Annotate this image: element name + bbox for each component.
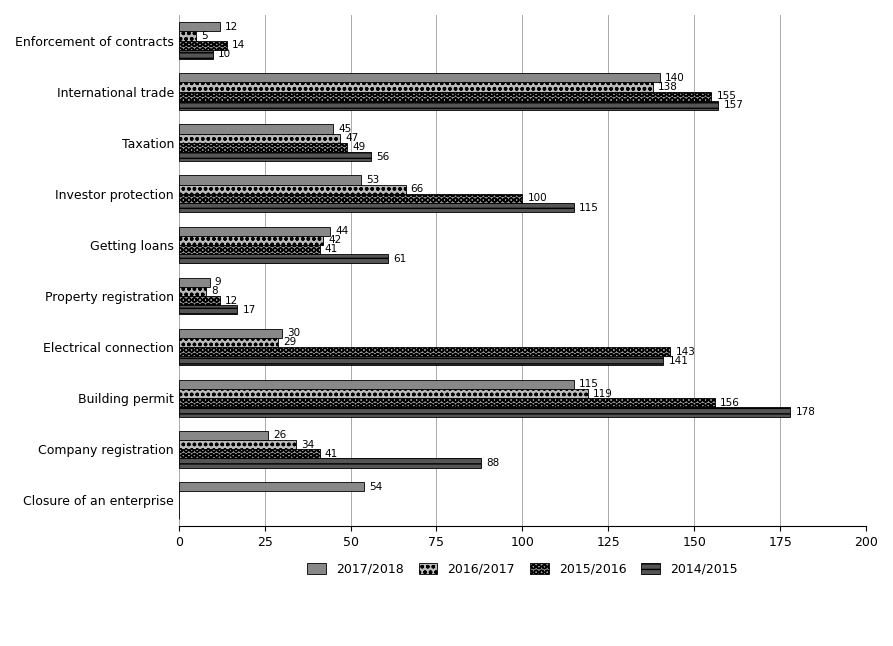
Bar [179,143,347,152]
Text: 178: 178 [796,407,815,417]
Bar [179,236,323,245]
Text: 140: 140 [665,73,685,83]
Text: 61: 61 [394,254,407,264]
Text: 157: 157 [723,100,743,110]
Text: 66: 66 [411,184,424,194]
Bar [179,227,330,236]
Text: 115: 115 [579,203,599,213]
Bar [179,245,320,254]
Text: 10: 10 [218,49,231,59]
Bar [179,203,574,212]
Bar [179,124,333,134]
Text: 30: 30 [287,328,300,339]
Bar [179,185,405,194]
Bar [179,296,220,305]
Bar [179,22,220,32]
Bar [179,254,388,264]
Text: 54: 54 [370,481,383,492]
Text: 5: 5 [201,31,208,41]
Bar [179,305,238,315]
Text: 29: 29 [284,337,296,348]
Text: 143: 143 [675,347,696,357]
Text: 8: 8 [212,286,218,297]
Text: 155: 155 [716,91,737,101]
Bar [179,482,364,491]
Legend: 2017/2018, 2016/2017, 2015/2016, 2014/2015: 2017/2018, 2016/2017, 2015/2016, 2014/20… [302,558,743,581]
Bar [179,83,653,92]
Text: 44: 44 [335,226,348,236]
Text: 26: 26 [273,430,287,441]
Bar [179,73,660,83]
Bar [179,92,712,101]
Text: 12: 12 [225,296,238,306]
Bar [179,194,522,203]
Text: 53: 53 [366,175,380,185]
Text: 41: 41 [325,449,338,459]
Bar [179,152,371,161]
Bar [179,41,227,50]
Text: 34: 34 [301,440,314,450]
Bar [179,176,361,185]
Text: 141: 141 [669,356,689,366]
Bar [179,329,282,338]
Bar [179,32,196,41]
Text: 17: 17 [242,305,255,315]
Text: 119: 119 [593,388,613,399]
Text: 45: 45 [338,124,352,134]
Bar [179,389,588,398]
Bar [179,278,210,287]
Text: 88: 88 [487,458,499,468]
Bar [179,449,320,459]
Text: 41: 41 [325,244,338,255]
Bar [179,50,213,59]
Text: 156: 156 [720,398,740,408]
Text: 9: 9 [215,277,221,287]
Bar [179,408,790,417]
Text: 49: 49 [352,142,365,152]
Text: 56: 56 [376,152,389,162]
Bar [179,440,296,449]
Text: 47: 47 [346,133,359,143]
Bar [179,287,206,296]
Bar [179,380,574,389]
Bar [179,338,279,347]
Text: 115: 115 [579,379,599,390]
Text: 100: 100 [528,193,547,203]
Bar [179,134,340,143]
Text: 12: 12 [225,22,238,32]
Bar [179,356,663,366]
Bar [179,459,481,468]
Bar [179,347,670,356]
Text: 138: 138 [658,82,678,92]
Bar [179,398,715,408]
Text: 14: 14 [232,40,246,50]
Bar [179,431,268,440]
Bar [179,101,718,110]
Text: 42: 42 [329,235,341,245]
